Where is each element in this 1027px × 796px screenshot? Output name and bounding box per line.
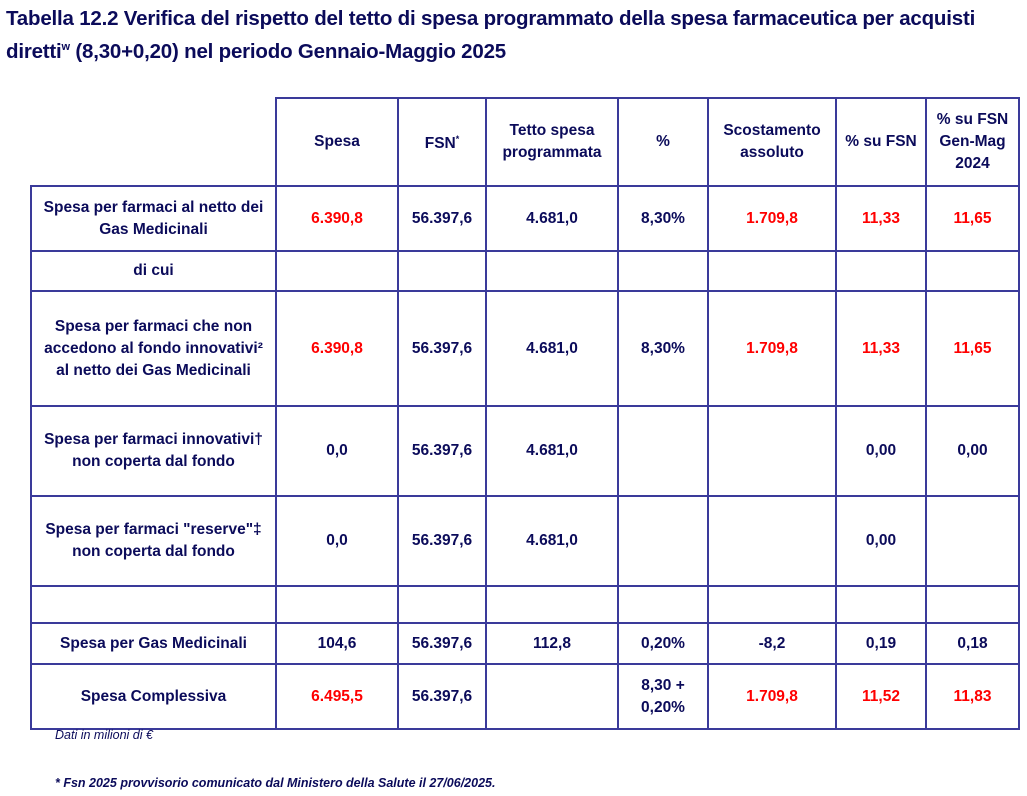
col-header: %	[617, 97, 709, 187]
col-header: Spesa	[275, 97, 399, 187]
row-label: Spesa per Gas Medicinali	[30, 622, 277, 665]
table-cell: 0,00	[835, 495, 927, 587]
row-label: di cui	[30, 250, 277, 292]
table-cell	[835, 585, 927, 624]
table-cell	[925, 495, 1020, 587]
row-label: Spesa Complessiva	[30, 663, 277, 730]
units-note: Dati in milioni di €	[55, 728, 153, 742]
table-cell: 0,18	[925, 622, 1020, 665]
table-cell: 0,19	[835, 622, 927, 665]
table-cell: 1.709,8	[707, 290, 837, 407]
table-cell: 4.681,0	[485, 405, 619, 497]
table-cell: 4.681,0	[485, 185, 619, 252]
table-cell	[485, 250, 619, 292]
table-cell: 6.495,5	[275, 663, 399, 730]
title-text-end: (8,30+0,20) nel periodo Gennaio-Maggio 2…	[69, 39, 506, 63]
table-cell	[925, 585, 1020, 624]
table-cell	[617, 585, 709, 624]
table-cell: 4.681,0	[485, 495, 619, 587]
table-cell	[707, 405, 837, 497]
table-cell	[617, 495, 709, 587]
table-cell: 4.681,0	[485, 290, 619, 407]
table-cell	[485, 585, 619, 624]
table-cell	[617, 250, 709, 292]
table-cell: 0,0	[275, 405, 399, 497]
table-cell: 11,83	[925, 663, 1020, 730]
table-cell: 1.709,8	[707, 663, 837, 730]
row-label: Spesa per farmaci innovativi† non copert…	[30, 405, 277, 497]
table-cell: 104,6	[275, 622, 399, 665]
table-cell: 6.390,8	[275, 290, 399, 407]
table-cell: 11,52	[835, 663, 927, 730]
col-header-text: FSN	[424, 135, 456, 153]
col-header: Scostamento assoluto	[707, 97, 837, 187]
spending-table: Spesa FSN* Tetto spesa programmata % Sco…	[30, 97, 1020, 730]
table-cell: 11,65	[925, 290, 1020, 407]
table-cell: 11,33	[835, 290, 927, 407]
table-row: di cui	[30, 250, 1020, 292]
footnote: * Fsn 2025 provvisorio comunicato dal Mi…	[55, 776, 496, 790]
table-cell: 0,0	[275, 495, 399, 587]
row-label: Spesa per farmaci al netto dei Gas Medic…	[30, 185, 277, 252]
table-cell: 0,20%	[617, 622, 709, 665]
table-cell: 0,00	[835, 405, 927, 497]
table-cell	[485, 663, 619, 730]
row-label	[30, 585, 277, 624]
col-header: % su FSN	[835, 97, 927, 187]
title-text: Tabella 12.2 Verifica del rispetto del t…	[6, 7, 976, 63]
table-cell	[275, 585, 399, 624]
table-row: Spesa per farmaci al netto dei Gas Medic…	[30, 185, 1020, 252]
table-cell	[707, 585, 837, 624]
table-cell: 1.709,8	[707, 185, 837, 252]
table-cell: 8,30%	[617, 185, 709, 252]
table-cell: 11,65	[925, 185, 1020, 252]
table-row: Spesa Complessiva 6.495,5 56.397,6 8,30 + 0…	[30, 663, 1020, 730]
table-cell: 11,33	[835, 185, 927, 252]
table-cell	[835, 250, 927, 292]
header-row: Spesa FSN* Tetto spesa programmata % Sco…	[31, 97, 1020, 187]
table-cell: 56.397,6	[397, 663, 487, 730]
table-cell: 0,00	[925, 405, 1020, 497]
row-label: Spesa per farmaci "reserve"‡ non coperta…	[30, 495, 277, 587]
table-cell: 56.397,6	[397, 495, 487, 587]
table-cell	[617, 405, 709, 497]
table-row	[30, 585, 1020, 624]
table-cell: 8,30%	[617, 290, 709, 407]
table-row: Spesa per farmaci innovativi† non copert…	[30, 405, 1020, 497]
table-row: Spesa per Gas Medicinali 104,6 56.397,6 112…	[30, 622, 1020, 665]
table-cell	[397, 250, 487, 292]
table-cell: 6.390,8	[275, 185, 399, 252]
table-cell: 8,30 + 0,20%	[617, 663, 709, 730]
table-cell: -8,2	[707, 622, 837, 665]
table-row: Spesa per farmaci "reserve"‡ non coperta…	[30, 495, 1020, 587]
table-row: Spesa per farmaci che non accedono al fo…	[30, 290, 1020, 407]
table-cell	[275, 250, 399, 292]
table-title: Tabella 12.2 Verifica del rispetto del t…	[6, 4, 1021, 66]
table-cell	[925, 250, 1020, 292]
title-superscript: w	[61, 41, 71, 53]
table-cell: 56.397,6	[397, 290, 487, 407]
col-header: % su FSN Gen-Mag 2024	[925, 97, 1020, 187]
fsn-superscript: *	[455, 134, 460, 145]
table-cell	[707, 495, 837, 587]
table-cell: 56.397,6	[397, 185, 487, 252]
table-cell: 56.397,6	[397, 622, 487, 665]
table-cell	[707, 250, 837, 292]
col-header: Tetto spesa programmata	[485, 97, 619, 187]
table-cell	[397, 585, 487, 624]
col-header: FSN*	[397, 97, 487, 187]
empty-corner	[31, 98, 276, 187]
table-cell: 112,8	[485, 622, 619, 665]
row-label: Spesa per farmaci che non accedono al fo…	[30, 290, 277, 407]
table-cell: 56.397,6	[397, 405, 487, 497]
